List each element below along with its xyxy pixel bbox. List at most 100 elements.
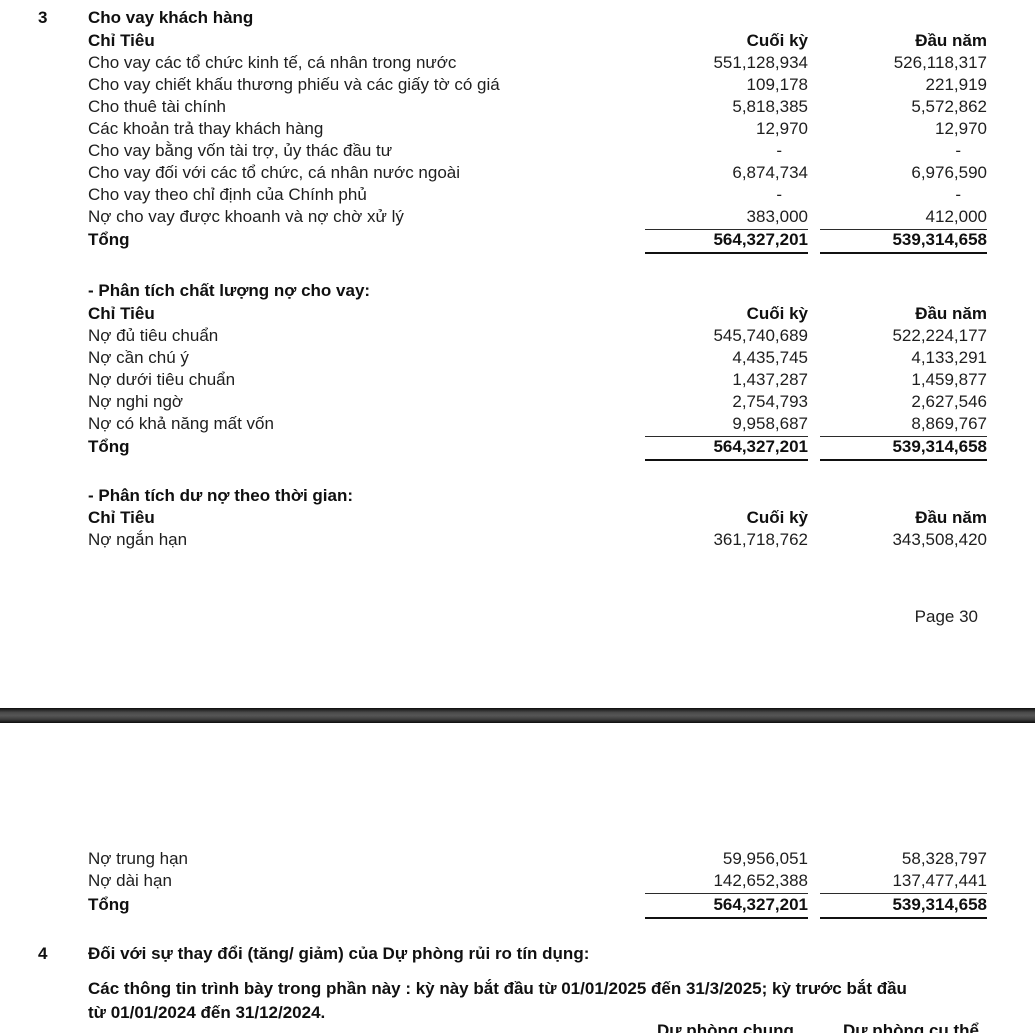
row-label: Nợ dài hạn xyxy=(88,871,172,890)
cutoff-header-general-provision: Dự phòng chung xyxy=(657,1021,794,1033)
row-value-end: 4,435,745 xyxy=(732,348,808,367)
table-row: Cho vay theo chỉ định của Chính phủ - - xyxy=(0,185,1035,207)
total-value-begin: 539,314,658 xyxy=(820,895,987,919)
column-header-begin-year: Đầu năm xyxy=(915,508,987,527)
table-row: Cho vay đối với các tổ chức, cá nhân nướ… xyxy=(0,163,1035,185)
row-label: Nợ ngắn hạn xyxy=(88,530,188,549)
page-number: Page 30 xyxy=(914,607,978,626)
total-value-end: 564,327,201 xyxy=(645,895,808,919)
section4-heading: 4 Đối với sự thay đổi (tăng/ giảm) của D… xyxy=(0,944,1035,966)
total-label: Tổng xyxy=(88,230,130,249)
row-value-begin: - xyxy=(955,185,961,204)
row-value-begin: 12,970 xyxy=(935,119,987,138)
row-label: Nợ cần chú ý xyxy=(88,348,189,367)
column-header-label: Chỉ Tiêu xyxy=(88,31,155,50)
column-header-begin-year: Đầu năm xyxy=(915,304,987,323)
section3-number: 3 xyxy=(38,8,48,27)
note-paragraph-line1: Các thông tin trình bày trong phần này :… xyxy=(88,979,907,998)
quality-section-title: - Phân tích chất lượng nợ cho vay: xyxy=(88,281,371,300)
row-label: Nợ dưới tiêu chuẩn xyxy=(88,370,236,389)
row-label: Cho vay chiết khấu thương phiếu và các g… xyxy=(88,75,500,94)
total-value-end: 564,327,201 xyxy=(645,437,808,461)
row-label: Cho vay bằng vốn tài trợ, ủy thác đầu tư xyxy=(88,141,393,160)
row-label: Cho vay theo chỉ định của Chính phủ xyxy=(88,185,367,204)
cutoff-header-specific-provision: Dự phòng cụ thể xyxy=(843,1021,980,1033)
table-row: Nợ đủ tiêu chuẩn 545,740,689 522,224,177 xyxy=(0,326,1035,348)
row-label: Nợ có khả năng mất vốn xyxy=(88,414,274,433)
row-value-end: 6,874,734 xyxy=(732,163,808,182)
quality-section-heading: - Phân tích chất lượng nợ cho vay: xyxy=(0,281,1035,303)
row-label: Nợ đủ tiêu chuẩn xyxy=(88,326,219,345)
table-row: Cho vay bằng vốn tài trợ, ủy thác đầu tư… xyxy=(0,141,1035,163)
column-header-end-period: Cuối kỳ xyxy=(746,508,808,527)
column-header-label: Chỉ Tiêu xyxy=(88,304,155,323)
row-label: Cho vay các tổ chức kinh tế, cá nhân tro… xyxy=(88,53,457,72)
page-separator xyxy=(0,708,1035,723)
row-label: Các khoản trả thay khách hàng xyxy=(88,119,324,138)
column-header-begin-year: Đầu năm xyxy=(915,31,987,50)
section4-number: 4 xyxy=(38,944,48,963)
row-value-end: 383,000 xyxy=(645,207,808,230)
row-value-begin: - xyxy=(955,141,961,160)
total-row: Tổng 564,327,201 539,314,658 xyxy=(0,230,1035,254)
total-row: Tổng 564,327,201 539,314,658 xyxy=(0,437,1035,461)
row-label: Nợ cho vay được khoanh và nợ chờ xử lý xyxy=(88,207,404,226)
row-label: Nợ nghi ngờ xyxy=(88,392,184,411)
row-value-begin: 137,477,441 xyxy=(820,871,987,894)
column-header-end-period: Cuối kỳ xyxy=(746,31,808,50)
table-row: Các khoản trả thay khách hàng 12,970 12,… xyxy=(0,119,1035,141)
row-value-end: 9,958,687 xyxy=(645,414,808,437)
row-value-end: 5,818,385 xyxy=(732,97,808,116)
table-row: Cho thuê tài chính 5,818,385 5,572,862 xyxy=(0,97,1035,119)
table-row: Nợ cần chú ý 4,435,745 4,133,291 xyxy=(0,348,1035,370)
row-value-end: 551,128,934 xyxy=(713,53,808,72)
row-value-end: 59,956,051 xyxy=(722,849,808,868)
term-table-header: Chỉ Tiêu Cuối kỳ Đầu năm xyxy=(0,508,1035,530)
section3-heading: 3 Cho vay khách hàng xyxy=(0,8,1035,30)
row-value-begin: 343,508,420 xyxy=(892,530,987,549)
row-value-begin: 412,000 xyxy=(820,207,987,230)
term-section-title: - Phân tích dư nợ theo thời gian: xyxy=(88,486,354,505)
table-row: Cho vay các tổ chức kinh tế, cá nhân tro… xyxy=(0,53,1035,75)
table-row: Nợ cho vay được khoanh và nợ chờ xử lý 3… xyxy=(0,207,1035,230)
total-value-begin: 539,314,658 xyxy=(820,230,987,254)
section3-title: Cho vay khách hàng xyxy=(88,8,254,27)
row-value-begin: 6,976,590 xyxy=(911,163,987,182)
table-row: Nợ nghi ngờ 2,754,793 2,627,546 xyxy=(0,392,1035,414)
row-value-begin: 5,572,862 xyxy=(911,97,987,116)
row-value-end: - xyxy=(776,141,782,160)
row-value-begin: 8,869,767 xyxy=(820,414,987,437)
row-value-end: 142,652,388 xyxy=(645,871,808,894)
note-paragraph-line2: từ 01/01/2024 đến 31/12/2024. xyxy=(88,1003,326,1022)
table-row: Nợ dài hạn 142,652,388 137,477,441 xyxy=(0,871,1035,894)
row-value-end: 2,754,793 xyxy=(732,392,808,411)
table-row: Cho vay chiết khấu thương phiếu và các g… xyxy=(0,75,1035,97)
term-section-heading: - Phân tích dư nợ theo thời gian: xyxy=(0,486,1035,508)
section4-title: Đối với sự thay đổi (tăng/ giảm) của Dự … xyxy=(88,944,590,963)
total-label: Tổng xyxy=(88,437,130,456)
row-value-begin: 526,118,317 xyxy=(893,53,987,72)
row-label: Cho vay đối với các tổ chức, cá nhân nướ… xyxy=(88,163,461,182)
total-row: Tổng 564,327,201 539,314,658 xyxy=(0,895,1035,919)
row-label: Nợ trung hạn xyxy=(88,849,188,868)
column-header-end-period: Cuối kỳ xyxy=(746,304,808,323)
row-value-end: 361,718,762 xyxy=(713,530,808,549)
total-value-begin: 539,314,658 xyxy=(820,437,987,461)
table-row: Nợ trung hạn 59,956,051 58,328,797 xyxy=(0,849,1035,871)
row-value-end: 1,437,287 xyxy=(732,370,808,389)
row-value-end: 109,178 xyxy=(746,75,808,94)
total-label: Tổng xyxy=(88,895,130,914)
row-value-begin: 58,328,797 xyxy=(901,849,987,868)
row-value-end: 545,740,689 xyxy=(713,326,808,345)
row-value-begin: 4,133,291 xyxy=(911,348,987,367)
quality-table-header: Chỉ Tiêu Cuối kỳ Đầu năm xyxy=(0,304,1035,326)
table-row: Nợ dưới tiêu chuẩn 1,437,287 1,459,877 xyxy=(0,370,1035,392)
row-value-begin: 2,627,546 xyxy=(911,392,987,411)
row-value-end: 12,970 xyxy=(756,119,808,138)
row-value-begin: 221,919 xyxy=(925,75,987,94)
table-row: Nợ ngắn hạn 361,718,762 343,508,420 xyxy=(0,530,1035,552)
column-header-label: Chỉ Tiêu xyxy=(88,508,155,527)
row-label: Cho thuê tài chính xyxy=(88,97,226,116)
total-value-end: 564,327,201 xyxy=(645,230,808,254)
